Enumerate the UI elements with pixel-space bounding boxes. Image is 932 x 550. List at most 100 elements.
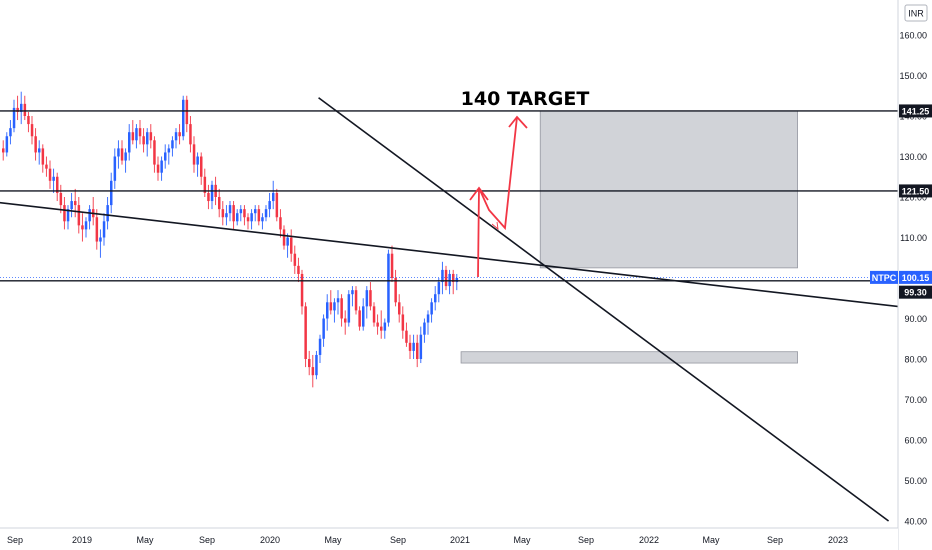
candle-body — [160, 160, 163, 173]
candle — [257, 205, 261, 226]
candle — [27, 111, 30, 133]
candle-body — [88, 209, 91, 222]
candle-body — [401, 314, 405, 331]
candle — [142, 128, 145, 153]
candle-body — [333, 302, 336, 311]
x-axis[interactable]: Sep 2019 May Sep 2020 May Sep 2021 May Sep 2022 May… — [0, 527, 898, 550]
candle — [63, 197, 66, 230]
price-tag: 121.50 — [899, 184, 932, 198]
candle — [444, 265, 448, 291]
price-tag: 99.30 — [899, 285, 932, 299]
candle — [95, 209, 99, 250]
candle-body — [369, 290, 372, 307]
currency-badge[interactable] — [904, 4, 928, 22]
candle — [398, 294, 401, 323]
y-tick-label: 90.00 — [904, 314, 927, 324]
currency-label: INR — [908, 9, 924, 19]
candle-body — [34, 136, 37, 153]
zones-layer — [460, 110, 798, 364]
candle-body — [189, 124, 192, 145]
candle-body — [455, 278, 459, 283]
candle — [405, 322, 408, 347]
candle-body — [434, 294, 437, 303]
candle-body — [153, 140, 156, 165]
trendline[interactable] — [318, 97, 890, 522]
x-tick-label: 2021 — [450, 535, 470, 545]
candle — [322, 314, 325, 347]
candle-body — [290, 237, 293, 254]
candle-body — [257, 209, 261, 222]
candle-body — [390, 253, 394, 278]
candle-body — [156, 164, 160, 173]
support-zone[interactable] — [460, 351, 798, 364]
arrows-layer — [469, 115, 528, 278]
candle — [246, 213, 250, 230]
x-tick-label: Sep — [199, 535, 215, 545]
candle — [117, 140, 120, 169]
candle — [455, 273, 459, 291]
candle — [394, 269, 397, 307]
candle — [390, 245, 394, 283]
candle-body — [344, 318, 347, 323]
candle-body — [315, 354, 318, 376]
candle — [380, 310, 383, 339]
x-tick-label: 2020 — [260, 535, 280, 545]
candle — [167, 144, 171, 165]
candle-body — [200, 156, 203, 177]
candle — [156, 156, 160, 181]
candle — [34, 128, 37, 161]
candle-body — [405, 330, 408, 343]
candle — [56, 172, 59, 202]
candle-body — [23, 103, 27, 116]
candle-body — [113, 156, 117, 181]
candle — [419, 326, 423, 364]
y-tick-label: 120.00 — [899, 193, 927, 203]
candle-body — [81, 225, 84, 230]
candle — [236, 209, 239, 226]
candle — [113, 148, 117, 189]
y-tick-label: 130.00 — [899, 152, 927, 162]
candle-body — [63, 205, 66, 222]
candle-body — [135, 128, 138, 141]
candle-body — [236, 213, 239, 222]
y-tick-label: 70.00 — [904, 395, 927, 405]
candle — [88, 205, 91, 230]
candle — [311, 354, 315, 388]
candle — [228, 201, 232, 222]
candle — [430, 298, 433, 323]
candle-body — [358, 310, 361, 327]
candle-body — [398, 302, 401, 315]
trendline[interactable] — [0, 201, 932, 335]
candle-body — [254, 209, 257, 214]
candle — [124, 148, 127, 173]
candle-body — [293, 253, 297, 266]
candle-body — [329, 302, 333, 311]
candle-body — [142, 136, 145, 145]
candle-body — [437, 282, 441, 295]
candle-body — [77, 205, 81, 226]
candle-body — [351, 290, 354, 295]
candle — [344, 310, 347, 335]
projection-path[interactable] — [477, 116, 518, 278]
candle-body — [232, 205, 235, 222]
candle-body — [225, 213, 228, 218]
candle-body — [304, 306, 307, 359]
candle — [275, 188, 279, 222]
candle — [45, 156, 48, 177]
candle — [264, 205, 268, 222]
candle — [23, 95, 27, 121]
candle-body — [95, 217, 99, 242]
candle — [192, 136, 196, 173]
candles-layer — [2, 91, 459, 388]
candle — [70, 192, 73, 218]
y-tick-label: 60.00 — [904, 436, 927, 446]
candle-body — [128, 132, 131, 153]
last-price-tag: NTPC 100.15 — [870, 270, 932, 284]
candle-body — [354, 290, 358, 311]
candle — [16, 95, 19, 121]
candle — [200, 152, 203, 185]
candle — [250, 209, 253, 230]
target-zone[interactable] — [539, 110, 798, 269]
